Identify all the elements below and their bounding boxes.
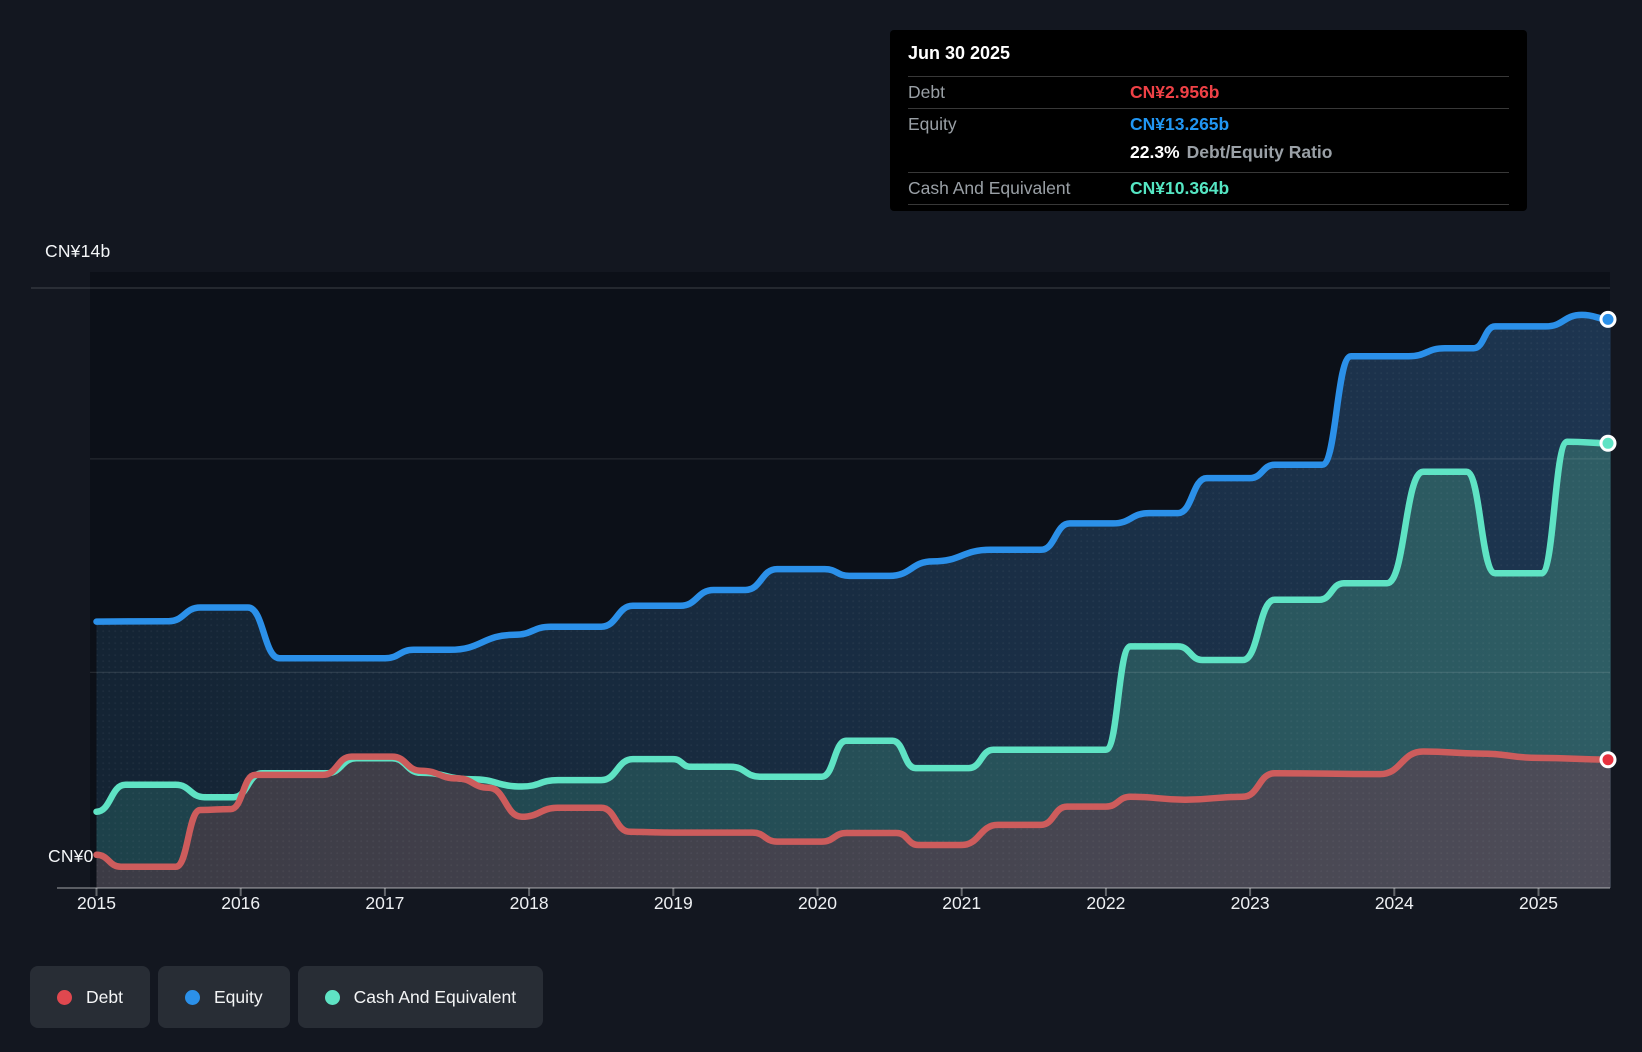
x-axis-label-2024: 2024	[1374, 893, 1414, 913]
cash-and-equivalent-end-dot[interactable]	[1599, 434, 1617, 452]
tooltip: Jun 30 2025 Debt CN¥2.956b Equity CN¥13.…	[890, 30, 1527, 211]
tooltip-row-equity: Equity CN¥13.265b	[908, 108, 1509, 140]
x-axis-label-2018: 2018	[509, 893, 549, 913]
tooltip-equity-value: CN¥13.265b	[1130, 114, 1230, 134]
tooltip-row-cash: Cash And Equivalent CN¥10.364b	[908, 172, 1509, 205]
legend-label-cash: Cash And Equivalent	[353, 986, 517, 1007]
legend-chip-debt[interactable]: Debt	[30, 966, 150, 1028]
debt-legend-dot-icon	[57, 989, 72, 1005]
legend: Debt Equity Cash And Equivalent	[30, 966, 544, 1028]
legend-label-equity: Equity	[213, 986, 263, 1007]
cash-legend-dot-icon	[324, 989, 340, 1005]
legend-chip-equity[interactable]: Equity	[157, 966, 290, 1028]
tooltip-cash-value: CN¥10.364b	[1130, 178, 1230, 198]
equity-line[interactable]	[93, 311, 1614, 662]
tooltip-date: Jun 30 2025	[908, 43, 1011, 63]
tooltip-debt-value: CN¥2.956b	[1130, 82, 1220, 102]
tooltip-ratio-label: Debt/Equity Ratio	[1186, 142, 1333, 162]
x-axis-label-2015: 2015	[77, 893, 116, 913]
legend-chip-cash[interactable]: Cash And Equivalent	[297, 966, 544, 1028]
tooltip-equity-label: Equity	[908, 114, 957, 134]
tooltip-debt-label: Debt	[908, 82, 945, 102]
x-axis-label-2023: 2023	[1230, 893, 1270, 913]
tooltip-row-ratio: 22.3% Debt/Equity Ratio	[908, 140, 1509, 172]
y-axis-zero-label: CN¥0	[48, 846, 94, 866]
equity-legend-dot-icon	[184, 989, 200, 1005]
tooltip-row-debt: Debt CN¥2.956b	[908, 76, 1509, 108]
tooltip-ratio-value: 22.3%	[1130, 142, 1180, 162]
debt-end-dot[interactable]	[1599, 751, 1617, 769]
debt-line[interactable]	[93, 748, 1614, 871]
equity-end-dot[interactable]	[1599, 310, 1617, 328]
x-axis-label-2025: 2025	[1519, 893, 1558, 913]
x-axis-label-2017: 2017	[365, 893, 405, 913]
x-axis-label-2021: 2021	[942, 893, 982, 913]
x-axis-label-2016: 2016	[221, 893, 261, 913]
x-axis-label-2022: 2022	[1086, 893, 1126, 913]
legend-label-debt: Debt	[86, 986, 123, 1007]
y-axis-max-label: CN¥14b	[45, 241, 111, 261]
x-axis-label-2019: 2019	[653, 893, 693, 913]
x-axis-label-2020: 2020	[798, 893, 837, 913]
tooltip-cash-label: Cash And Equivalent	[908, 178, 1071, 198]
